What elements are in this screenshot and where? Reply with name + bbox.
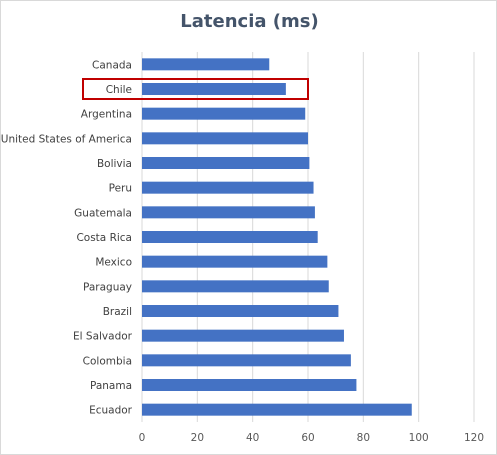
bar-colombia <box>142 354 351 367</box>
category-label: Argentina <box>81 109 132 121</box>
category-label: Ecuador <box>89 405 133 417</box>
bar-mexico <box>142 255 328 268</box>
category-label: Canada <box>92 59 132 71</box>
category-label: Brazil <box>103 306 132 318</box>
x-tick-label: 0 <box>139 432 146 444</box>
bar-costa-rica <box>142 231 318 243</box>
category-label: Peru <box>109 183 132 195</box>
category-label: Panama <box>90 380 132 392</box>
x-tick-label: 20 <box>191 432 204 444</box>
bar-peru <box>142 181 314 194</box>
category-label: Chile <box>106 84 132 96</box>
bar-el-salvador <box>142 329 344 342</box>
bar-united-states-of-america <box>142 132 308 145</box>
category-label: Colombia <box>83 355 132 367</box>
category-label: El Salvador <box>73 331 133 343</box>
bar-panama <box>142 379 357 391</box>
x-tick-label: 40 <box>246 432 259 444</box>
category-label: United States of America <box>1 133 132 145</box>
bar-brazil <box>142 305 339 317</box>
bar-argentina <box>142 107 306 120</box>
highlight-rect <box>82 78 309 100</box>
bars <box>142 58 412 416</box>
category-label: Guatemala <box>74 207 132 219</box>
category-labels: Canada Chile Argentina United States of Ame… <box>1 59 133 416</box>
category-label: Costa Rica <box>76 232 132 244</box>
category-label: Mexico <box>95 257 132 269</box>
bar-paraguay <box>142 280 329 293</box>
x-tick-label: 100 <box>409 432 429 444</box>
bar-chile <box>142 83 286 95</box>
x-tick-labels: 0 20 40 60 80 100 120 <box>139 432 484 444</box>
bar-ecuador <box>142 403 412 416</box>
bar-bolivia <box>142 157 310 169</box>
x-tick-label: 60 <box>301 432 314 444</box>
bar-guatemala <box>142 206 315 219</box>
category-label: Bolivia <box>97 158 132 170</box>
highlight-box <box>82 78 309 100</box>
x-tick-label: 120 <box>464 432 484 444</box>
bar-canada <box>142 58 270 71</box>
x-tick-label: 80 <box>357 432 370 444</box>
chart-title: Latencia (ms) <box>180 11 319 32</box>
category-label: Paraguay <box>83 281 132 293</box>
